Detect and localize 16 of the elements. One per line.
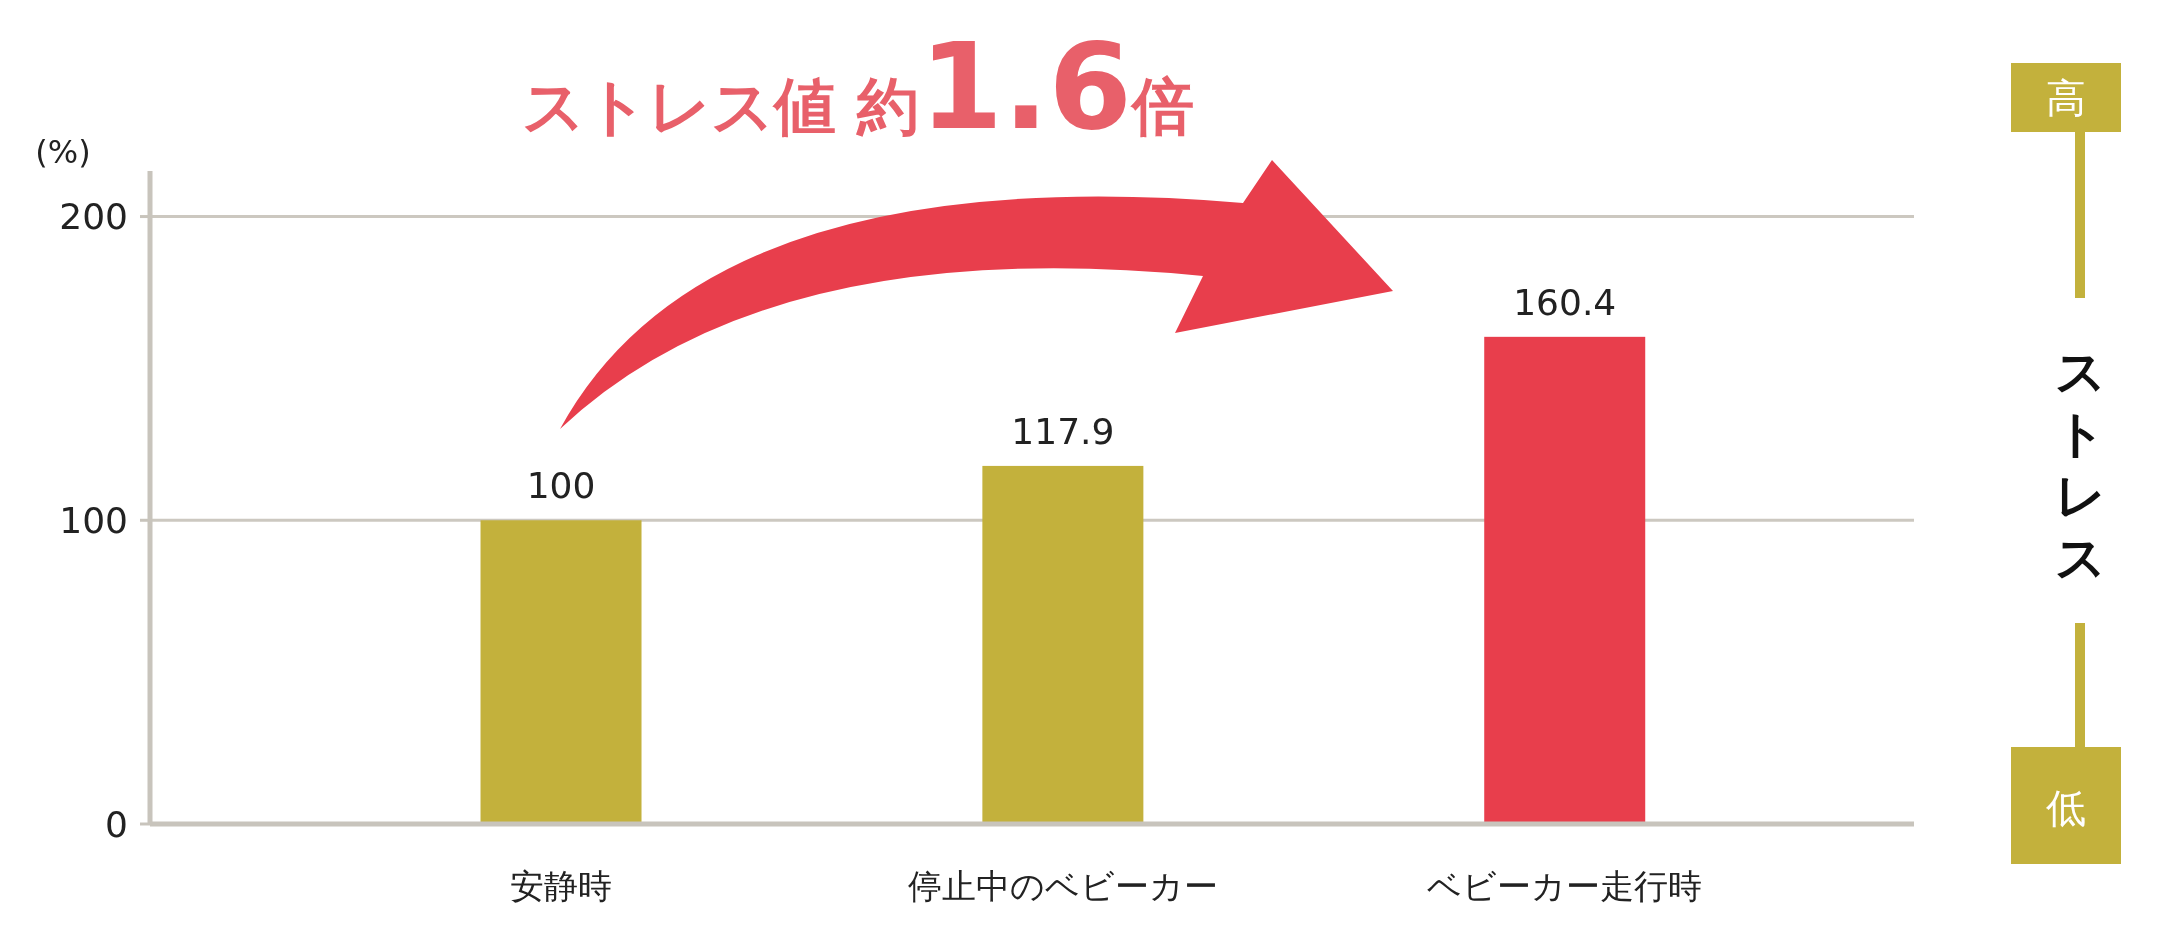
text: ストレス [2054, 343, 2106, 587]
data-label: 100 [526, 465, 596, 507]
y-tick-label: 0 [105, 803, 128, 845]
text: 低 [2046, 785, 2086, 831]
data-label: 160.4 [1513, 281, 1617, 323]
y-tick-label: 100 [59, 499, 128, 541]
bar [1484, 336, 1646, 824]
x-tick-label: 安静時 [510, 866, 613, 906]
x-tick-label: ベビーカー走行時 [1427, 866, 1703, 906]
y-axis-title: (%) [35, 133, 91, 171]
y-tick-label: 200 [59, 196, 128, 238]
x-tick-label: 停止中のベビーカー [907, 866, 1218, 906]
data-label: 117.9 [1011, 410, 1115, 452]
bar [982, 465, 1144, 824]
text: 高 [2046, 75, 2086, 121]
bar [480, 520, 642, 824]
